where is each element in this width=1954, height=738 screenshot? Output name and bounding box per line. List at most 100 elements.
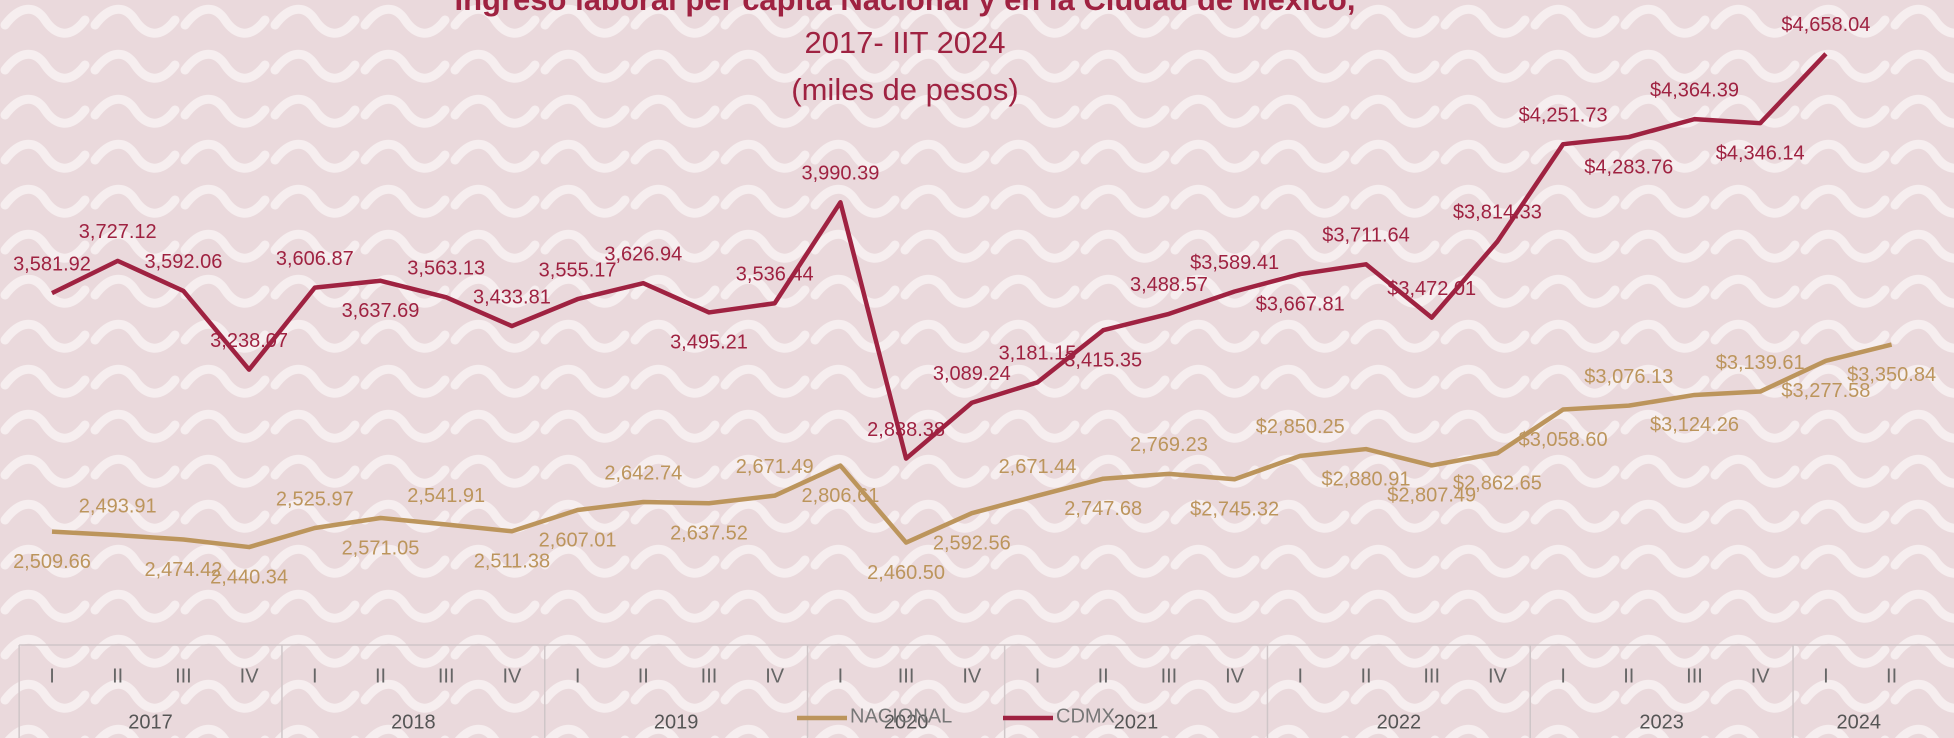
data-label: 2,642.74 (604, 462, 682, 484)
data-label: 3,433.81 (473, 286, 551, 308)
x-tick-label: I (312, 665, 318, 687)
data-label: $3,058.60 (1519, 429, 1608, 451)
x-tick-label: I (1560, 665, 1566, 687)
x-tick-label: IV (240, 665, 260, 687)
year-label: 2017 (128, 711, 173, 733)
chart-subtitle: 2017- IIT 2024 (804, 25, 1005, 60)
data-label: $3,076.13 (1584, 366, 1673, 388)
data-label: $4,658.04 (1781, 14, 1870, 36)
data-label: 3,990.39 (801, 163, 879, 185)
data-label: 2,440.34 (210, 566, 288, 588)
data-label: $3,350.84 (1847, 364, 1936, 386)
data-label: 2,838.38 (867, 419, 945, 441)
data-label: 3,488.57 (1130, 274, 1208, 296)
x-tick-label: II (112, 665, 123, 687)
data-label: $2,850.25 (1256, 416, 1345, 438)
data-label: 2,747.68 (1064, 498, 1142, 520)
data-label: $4,364.39 (1650, 79, 1739, 101)
series-line (51, 342, 1893, 550)
x-tick-label: III (1161, 665, 1178, 687)
data-label: $3,277.58 (1781, 380, 1870, 402)
data-label: 2,571.05 (342, 537, 420, 559)
chart-title: Ingreso laboral per cápita Nacional y en… (455, 0, 1356, 17)
data-label: 2,525.97 (276, 488, 354, 510)
data-label: $4,283.76 (1584, 156, 1673, 178)
data-label: 2,474.42 (144, 559, 222, 581)
x-tick-label: I (1823, 665, 1829, 687)
x-tick-label: II (375, 665, 386, 687)
data-label: 2,592.56 (933, 532, 1011, 554)
x-tick-label: II (1098, 665, 1109, 687)
data-label: 3,181.15 (999, 343, 1077, 365)
data-label: 2,607.01 (539, 529, 617, 551)
data-label: 3,563.13 (407, 258, 485, 280)
data-label: 3,536.44 (736, 264, 814, 286)
x-tick-label: I (838, 665, 844, 687)
data-label: 2,493.91 (79, 495, 157, 517)
data-label: $3,814.33 (1453, 202, 1542, 224)
data-label: $4,346.14 (1716, 142, 1805, 164)
year-label: 2023 (1639, 711, 1684, 733)
data-label: $2,862.65 (1453, 472, 1542, 494)
x-tick-label: IV (502, 665, 522, 687)
data-label: 3,626.94 (604, 243, 682, 265)
x-tick-label: III (1423, 665, 1440, 687)
x-tick-label: III (1686, 665, 1703, 687)
data-label: 2,671.49 (736, 456, 814, 478)
data-label: 3,581.92 (13, 253, 91, 275)
x-tick-label: IV (1225, 665, 1245, 687)
x-tick-label: II (1360, 665, 1371, 687)
year-label: 2021 (1114, 711, 1159, 733)
data-label: 3,238.07 (210, 330, 288, 352)
x-tick-label: I (49, 665, 55, 687)
data-label: 2,460.50 (867, 562, 945, 584)
data-label: 3,555.17 (539, 259, 617, 281)
data-label: $2,880.91 (1322, 468, 1411, 490)
data-label: 3,592.06 (144, 251, 222, 273)
x-tick-label: IV (1751, 665, 1771, 687)
x-tick-label: I (1035, 665, 1041, 687)
x-tick-label: IV (1488, 665, 1508, 687)
data-label: $4,251.73 (1519, 104, 1608, 126)
data-label: $2,807.49 (1387, 485, 1476, 507)
x-tick-label: II (1623, 665, 1634, 687)
x-tick-label: I (1298, 665, 1304, 687)
x-tick-label: IV (765, 665, 785, 687)
data-label: 3,606.87 (276, 248, 354, 270)
x-tick-label: II (638, 665, 649, 687)
year-label: 2019 (654, 711, 699, 733)
data-label: $3,711.64 (1322, 225, 1410, 247)
data-label: 3,415.35 (1064, 349, 1142, 371)
data-label: $3,124.26 (1650, 414, 1739, 436)
data-label: 3,637.69 (342, 300, 420, 322)
data-label: 3,495.21 (670, 332, 748, 354)
year-label: 2022 (1377, 711, 1422, 733)
data-label: 2,637.52 (670, 522, 748, 544)
series-line (51, 52, 1828, 461)
year-label: 2018 (391, 711, 436, 733)
x-tick-label: III (175, 665, 192, 687)
data-label: 2,509.66 (13, 551, 91, 573)
legend-label: NACIONAL (850, 705, 952, 727)
data-label: 3,727.12 (79, 221, 157, 243)
data-label: $3,139.61 (1716, 352, 1805, 374)
x-tick-label: III (438, 665, 455, 687)
data-label: $3,472.01 (1387, 278, 1476, 300)
data-label: 2,671.44 (999, 456, 1077, 478)
data-label: $2,745.32 (1190, 499, 1279, 521)
data-label: $3,589.41 (1190, 252, 1279, 274)
x-tick-label: II (1886, 665, 1897, 687)
data-label: 2,806.61 (801, 485, 879, 507)
x-tick-label: III (898, 665, 915, 687)
year-label: 2024 (1837, 711, 1882, 733)
x-tick-label: I (575, 665, 581, 687)
data-label: 2,541.91 (407, 485, 485, 507)
x-tick-label: IV (962, 665, 982, 687)
data-label: 2,769.23 (1130, 434, 1208, 456)
unit-note: (miles de pesos) (791, 72, 1018, 107)
data-label: 3,089.24 (933, 363, 1011, 385)
data-label: 2,511.38 (474, 551, 550, 573)
x-tick-label: III (701, 665, 718, 687)
